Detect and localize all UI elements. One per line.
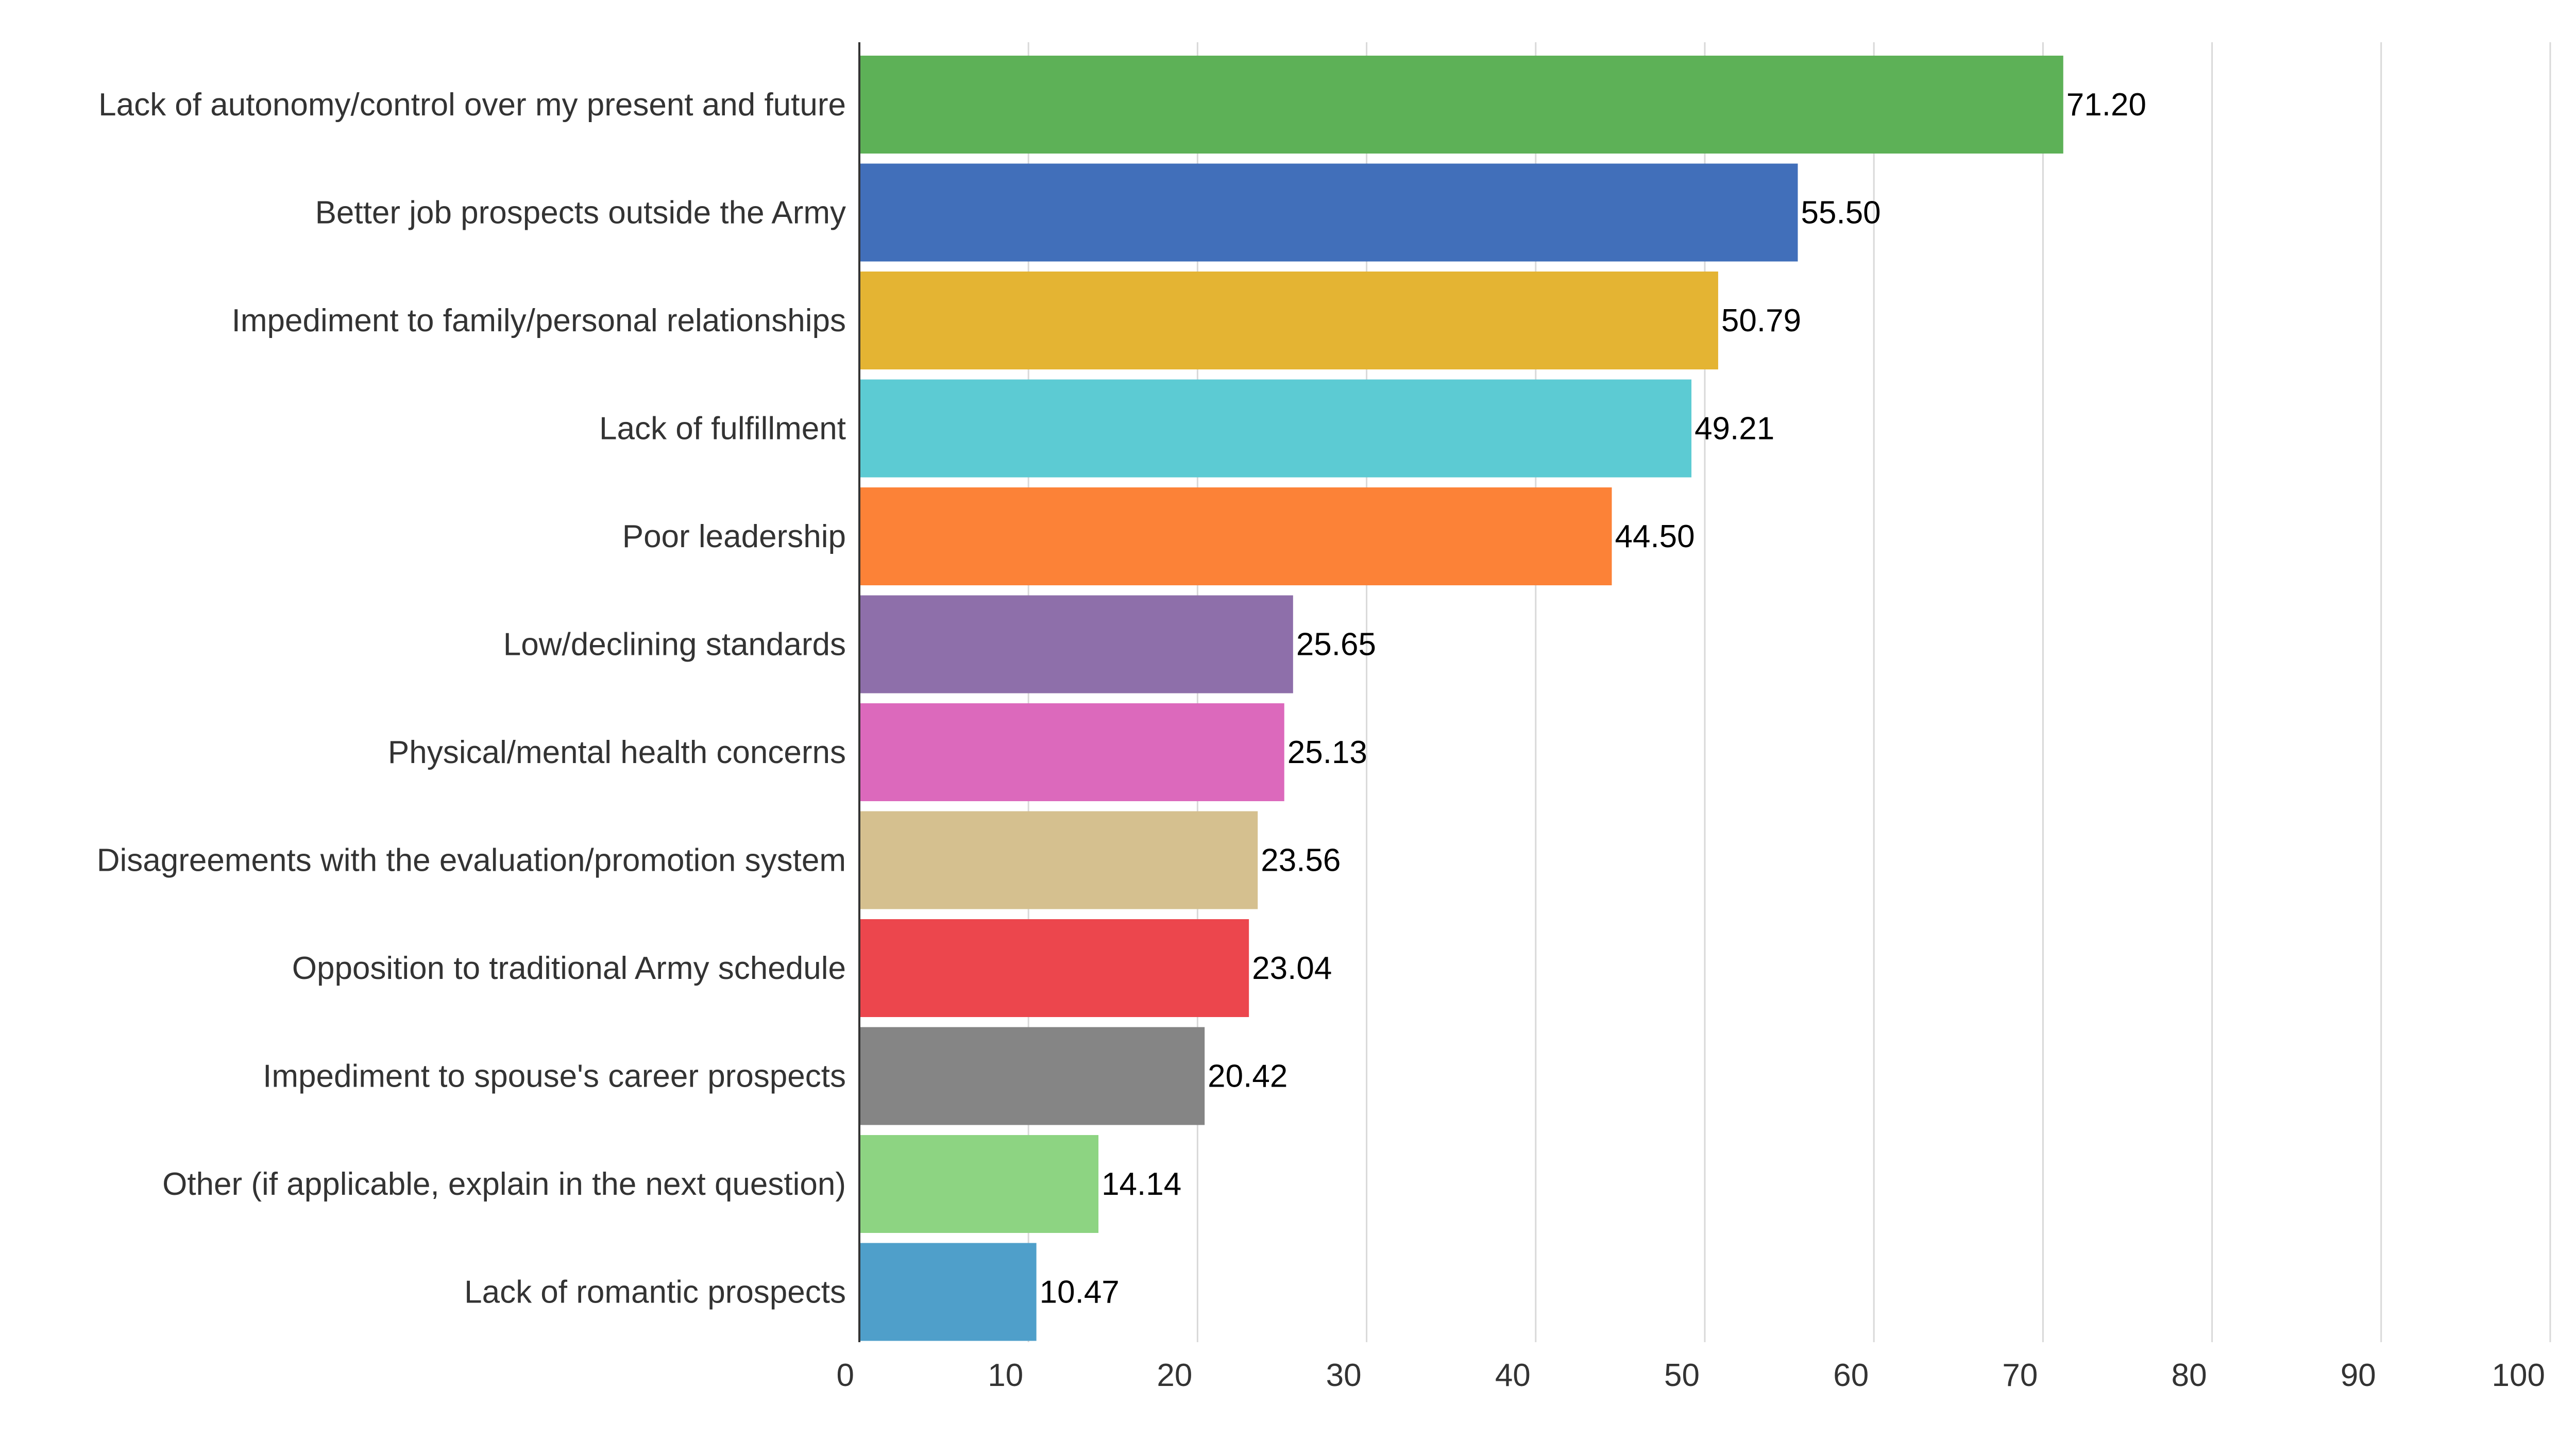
bars — [859, 56, 2063, 1341]
x-tick-label: 0 — [837, 1358, 854, 1393]
bar — [859, 919, 1249, 1017]
category-label: Poor leadership — [622, 519, 846, 554]
value-label: 44.50 — [1615, 519, 1694, 554]
value-label: 23.56 — [1261, 843, 1341, 878]
x-axis-tick-labels: 0 10 20 30 40 50 60 70 80 90 100 — [837, 1358, 2545, 1393]
bar — [859, 1027, 1205, 1125]
value-label: 71.20 — [2066, 87, 2146, 123]
bar — [859, 595, 1293, 693]
bar — [859, 163, 1798, 262]
category-label: Lack of romantic prospects — [464, 1275, 846, 1310]
value-label: 25.65 — [1296, 627, 1376, 663]
value-label: 23.04 — [1252, 951, 1332, 986]
x-tick-label: 20 — [1157, 1358, 1192, 1393]
value-labels: 71.20 55.50 50.79 49.21 44.50 25.65 25.13 23.56… — [1040, 87, 2146, 1310]
x-tick-label: 30 — [1326, 1358, 1362, 1393]
bar — [859, 487, 1612, 585]
category-label: Low/declining standards — [503, 627, 846, 663]
value-label: 14.14 — [1101, 1166, 1181, 1202]
bar — [859, 1135, 1099, 1233]
x-tick-label: 70 — [2002, 1358, 2038, 1393]
x-tick-label: 40 — [1495, 1358, 1531, 1393]
x-tick-label: 60 — [1833, 1358, 1869, 1393]
x-tick-label: 50 — [1664, 1358, 1700, 1393]
category-labels: Lack of autonomy/control over my present… — [97, 87, 846, 1310]
category-label: Impediment to spouse's career prospects — [263, 1059, 846, 1094]
category-label: Lack of fulfillment — [599, 411, 846, 447]
category-label: Opposition to traditional Army schedule — [292, 951, 846, 986]
bar — [859, 1243, 1037, 1341]
x-tick-label: 90 — [2341, 1358, 2376, 1393]
bar — [859, 703, 1284, 801]
category-label: Impediment to family/personal relationsh… — [232, 303, 846, 339]
x-tick-label: 100 — [2492, 1358, 2545, 1393]
bar — [859, 56, 2063, 154]
category-label: Physical/mental health concerns — [388, 735, 846, 770]
category-label: Disagreements with the evaluation/promot… — [97, 843, 846, 878]
x-tick-label: 10 — [988, 1358, 1023, 1393]
category-label: Better job prospects outside the Army — [315, 195, 846, 231]
category-label: Other (if applicable, explain in the nex… — [162, 1166, 846, 1202]
bar — [859, 811, 1258, 909]
category-label: Lack of autonomy/control over my present… — [98, 87, 846, 123]
value-label: 50.79 — [1721, 303, 1801, 339]
bar — [859, 272, 1718, 369]
value-label: 55.50 — [1801, 195, 1881, 231]
value-label: 10.47 — [1040, 1275, 1120, 1310]
value-label: 25.13 — [1287, 735, 1367, 770]
x-tick-label: 80 — [2172, 1358, 2207, 1393]
bar — [859, 379, 1692, 478]
value-label: 49.21 — [1694, 411, 1774, 447]
value-label: 20.42 — [1208, 1059, 1287, 1094]
